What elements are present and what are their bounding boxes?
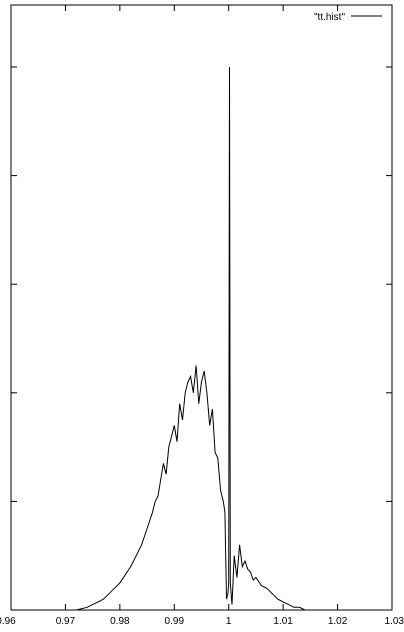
x-tick-label: 0.96 xyxy=(0,616,16,627)
series-line-tt-hist xyxy=(49,66,343,611)
plot-frame xyxy=(10,4,393,611)
x-axis-ticks: 0.96 0.97 0.98 0.99 1 1.01 1.02 1.03 xyxy=(0,5,404,627)
x-tick-label: 0.98 xyxy=(110,616,130,627)
x-tick-label: 1.01 xyxy=(273,616,293,627)
y-axis-ticks xyxy=(11,66,392,611)
series-layer xyxy=(49,66,343,611)
x-tick-label: 1 xyxy=(226,616,232,627)
legend-label: "tt.hist" xyxy=(314,12,345,23)
x-tick-label: 0.99 xyxy=(165,616,185,627)
legend: "tt.hist" xyxy=(314,12,382,23)
x-tick-label: 1.03 xyxy=(385,616,404,627)
x-tick-label: 1.02 xyxy=(328,616,348,627)
x-tick-label: 0.97 xyxy=(56,616,76,627)
